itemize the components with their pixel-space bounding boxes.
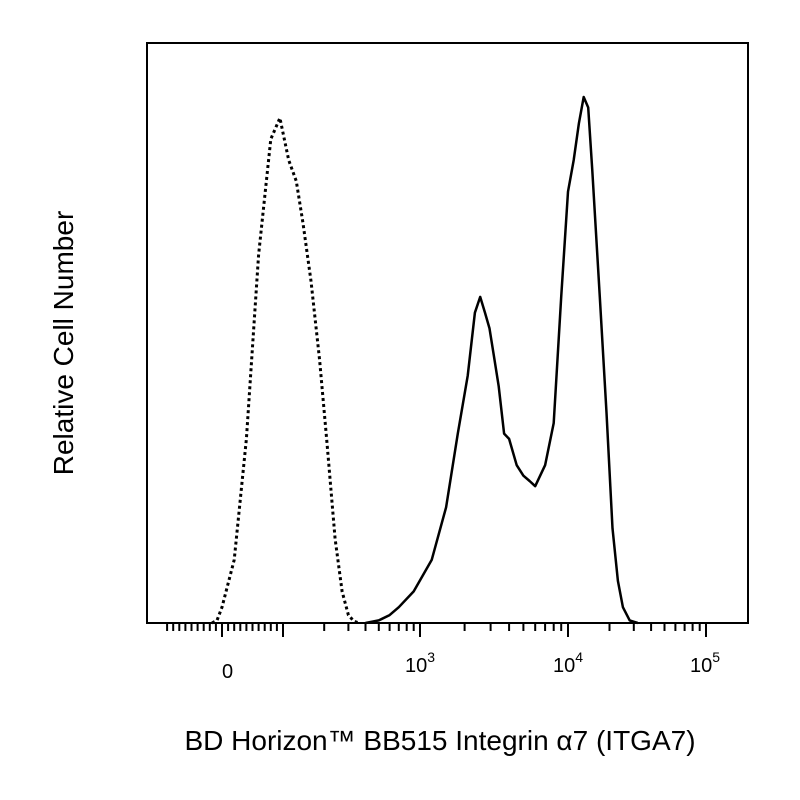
x-tick-label-1e5: 105 bbox=[690, 649, 720, 677]
x-tick-label-1e4: 104 bbox=[553, 649, 583, 677]
series-stained-histogram bbox=[365, 95, 639, 625]
series-control-histogram bbox=[211, 116, 360, 625]
y-axis-label: Relative Cell Number bbox=[48, 211, 79, 476]
x-tick-label-0: 0 bbox=[222, 661, 233, 683]
series-layer bbox=[211, 95, 639, 625]
x-minor-ticks bbox=[166, 623, 707, 637]
x-axis-label: BD Horizon™ BB515 Integrin α7 (ITGA7) bbox=[184, 725, 695, 756]
plot-frame bbox=[146, 42, 749, 624]
x-tick-label-1e3: 103 bbox=[405, 649, 435, 677]
